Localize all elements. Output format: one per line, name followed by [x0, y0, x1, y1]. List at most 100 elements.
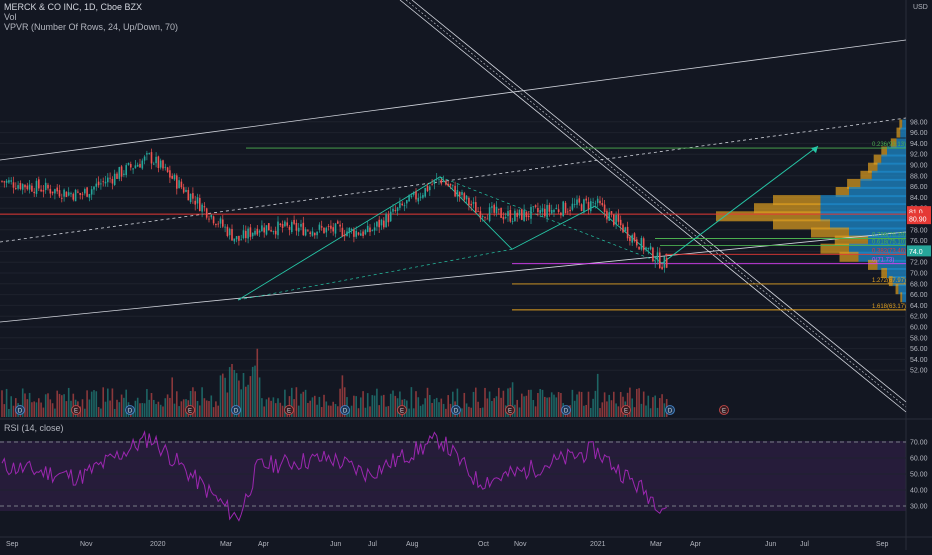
candle-body — [77, 191, 79, 193]
vpvr-up-bar — [820, 195, 906, 206]
volume-bar — [511, 382, 514, 417]
volume-bar — [153, 399, 155, 417]
candle-body — [527, 215, 530, 218]
earnings-marker: E — [719, 405, 729, 415]
candle-body — [665, 258, 668, 268]
candle-body — [567, 211, 569, 213]
candle-body — [205, 208, 208, 218]
volume-bar — [307, 402, 309, 417]
candle-body — [323, 227, 325, 234]
rsi-legend[interactable]: RSI (14, close) — [4, 423, 64, 433]
candle-body — [297, 227, 300, 232]
volume-bar — [247, 384, 249, 417]
vpvr-down-bar — [899, 119, 903, 130]
candle-body — [656, 252, 659, 261]
price-tick-label: 64.00 — [910, 303, 928, 310]
candle-body — [424, 187, 426, 197]
volume-bar — [54, 408, 56, 417]
volume-bar — [659, 398, 661, 417]
candle-body — [555, 207, 558, 209]
last-price-badge-text: 80.90 — [909, 217, 927, 224]
candle-body — [284, 221, 286, 227]
candle-body — [376, 221, 378, 227]
candle-body — [463, 193, 466, 200]
volume-bar — [38, 398, 40, 417]
candle-body — [652, 247, 654, 262]
candle-body — [148, 153, 150, 154]
candle-body — [185, 189, 187, 192]
event-marker-circle — [185, 405, 195, 415]
volume-bar — [217, 405, 219, 417]
vpvr-down-bar — [868, 259, 878, 270]
volume-bar — [268, 397, 270, 417]
volume-bar — [387, 406, 390, 417]
volume-bar — [314, 395, 316, 417]
candle-body — [240, 239, 242, 241]
candle-body — [159, 160, 162, 168]
vpvr-up-bar — [849, 187, 906, 197]
candle-body — [187, 189, 190, 201]
volume-bar — [502, 390, 505, 417]
candle-body — [435, 178, 438, 180]
volume-bar — [102, 387, 104, 417]
candle-body — [507, 211, 509, 217]
candle-body — [288, 226, 291, 230]
volume-bar — [360, 397, 362, 417]
volume-bar — [141, 403, 144, 417]
candle-body — [295, 222, 298, 231]
candle-body — [590, 201, 592, 212]
vpvr-down-bar — [839, 251, 859, 262]
volume-bar — [279, 402, 282, 417]
earnings-marker: E — [284, 405, 294, 415]
volume-bar — [240, 389, 242, 417]
volume-bar — [645, 405, 647, 417]
volume-bar — [652, 397, 654, 417]
volume-bar — [233, 370, 236, 417]
candle-body — [268, 223, 270, 231]
volume-bar — [530, 389, 532, 417]
volume-legend[interactable]: Vol — [4, 12, 17, 22]
candle-body — [316, 231, 318, 236]
candle-body — [546, 205, 548, 218]
volume-bar — [203, 398, 206, 417]
candle-body — [486, 218, 489, 220]
candle-body — [511, 221, 514, 222]
vpvr-legend[interactable]: VPVR (Number Of Rows, 24, Up/Down, 70) — [4, 22, 179, 32]
volume-bar — [26, 399, 29, 417]
descending-mid-line — [405, 0, 907, 408]
candle-body — [222, 219, 224, 227]
candle-body — [523, 210, 525, 221]
candle-body — [116, 173, 118, 179]
volume-bar — [205, 400, 208, 417]
candle-body — [107, 177, 109, 183]
dividend-marker: D — [231, 405, 241, 415]
candle-body — [235, 236, 238, 240]
symbol-title[interactable]: MERCK & CO INC, 1D, Cboe BZX — [4, 2, 143, 12]
volume-bar — [44, 394, 47, 417]
candle-body — [479, 211, 482, 219]
vpvr-down-bar — [900, 292, 903, 303]
vpvr-up-bar — [868, 235, 906, 246]
candle-body — [493, 204, 495, 213]
price-tick-label: 76.00 — [910, 238, 928, 245]
volume-bar — [58, 393, 61, 417]
dividend-marker: D — [451, 405, 461, 415]
time-axis-label: Mar — [220, 541, 233, 548]
candle-body — [104, 181, 107, 184]
event-marker-label: E — [400, 409, 404, 415]
volume-bar — [325, 401, 328, 417]
volume-bar — [159, 404, 162, 417]
volume-bar — [438, 402, 440, 417]
volume-bar — [337, 406, 339, 417]
candle-body — [189, 193, 192, 203]
event-marker-label: D — [128, 409, 133, 415]
volume-bar — [70, 400, 72, 417]
candle-body — [180, 181, 183, 188]
candle-body — [619, 219, 622, 226]
volume-bar — [256, 348, 259, 417]
volume-bar — [433, 399, 436, 417]
price-tick-label: 60.00 — [910, 325, 928, 332]
volume-bar — [452, 391, 454, 417]
